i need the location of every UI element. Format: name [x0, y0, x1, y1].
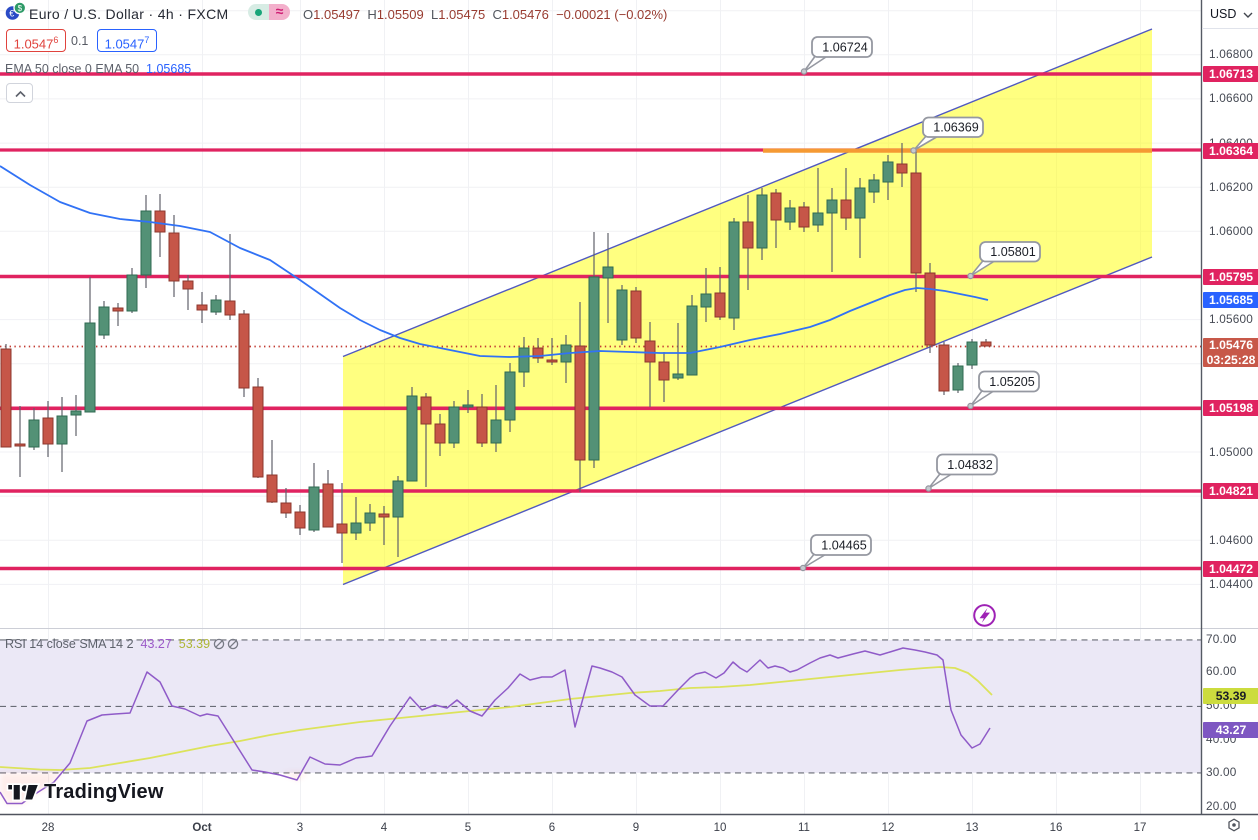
svg-text:1.04832: 1.04832: [947, 458, 993, 472]
svg-text:1.05801: 1.05801: [990, 245, 1036, 259]
svg-text:$: $: [18, 4, 23, 13]
svg-text:€: €: [9, 8, 14, 18]
svg-text:1.06724: 1.06724: [822, 40, 868, 54]
svg-text:1.06369: 1.06369: [933, 121, 979, 135]
svg-text:1.04465: 1.04465: [821, 538, 867, 552]
svg-text:1.05205: 1.05205: [989, 375, 1035, 389]
